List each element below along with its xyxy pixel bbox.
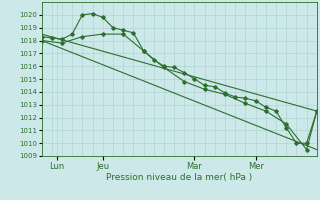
X-axis label: Pression niveau de la mer( hPa ): Pression niveau de la mer( hPa ) [106, 173, 252, 182]
